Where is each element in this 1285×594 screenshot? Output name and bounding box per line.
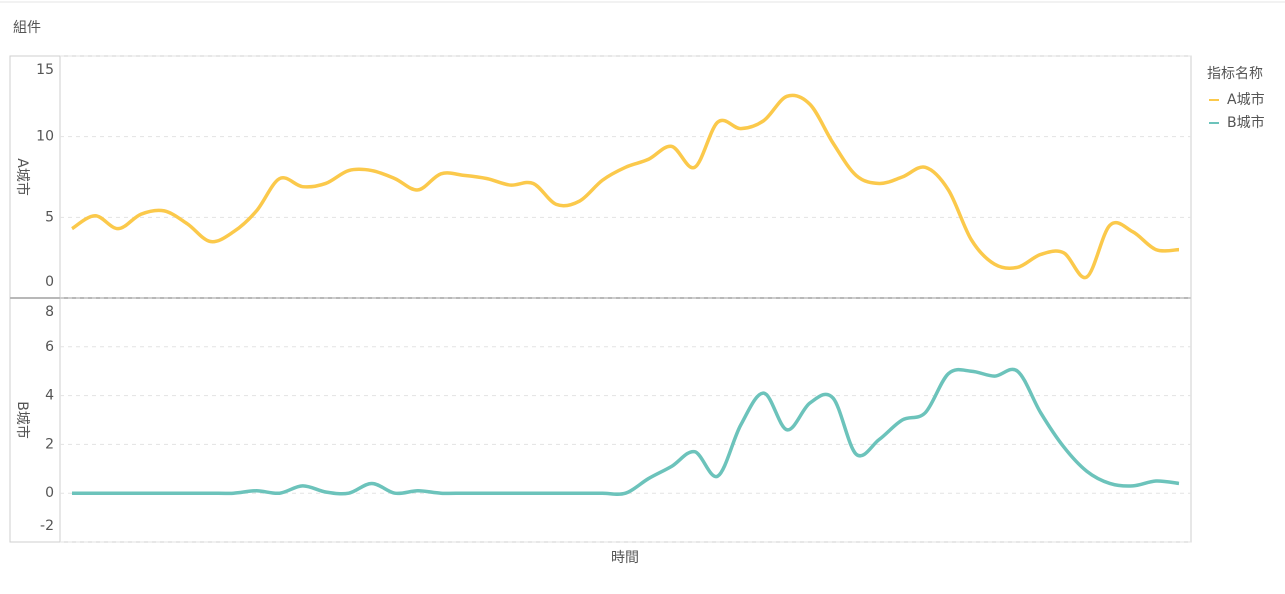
y-tick-label: 8 [45, 304, 54, 320]
x-axis-label: 時間 [611, 550, 639, 566]
legend-label: A城市 [1227, 91, 1265, 108]
y-tick-label: -2 [40, 518, 54, 534]
y-tick-label: 10 [36, 129, 54, 145]
line-series [71, 93, 1180, 280]
page-title: 組件 [13, 20, 41, 36]
y-tick-label: 4 [45, 388, 54, 404]
y-tick-label: 15 [36, 62, 54, 78]
y-axis-label: B城市 [14, 401, 31, 439]
y-tick-label: 6 [45, 339, 54, 355]
y-tick-label: 0 [45, 274, 54, 290]
y-tick-label: 5 [45, 209, 54, 225]
y-tick-label: 0 [45, 485, 54, 501]
legend-title: 指标名称 [1207, 66, 1263, 82]
y-axis-label: A城市 [14, 158, 31, 196]
line-series [72, 367, 1180, 497]
legend-label: B城市 [1227, 114, 1265, 131]
y-tick-label: 2 [45, 436, 54, 452]
